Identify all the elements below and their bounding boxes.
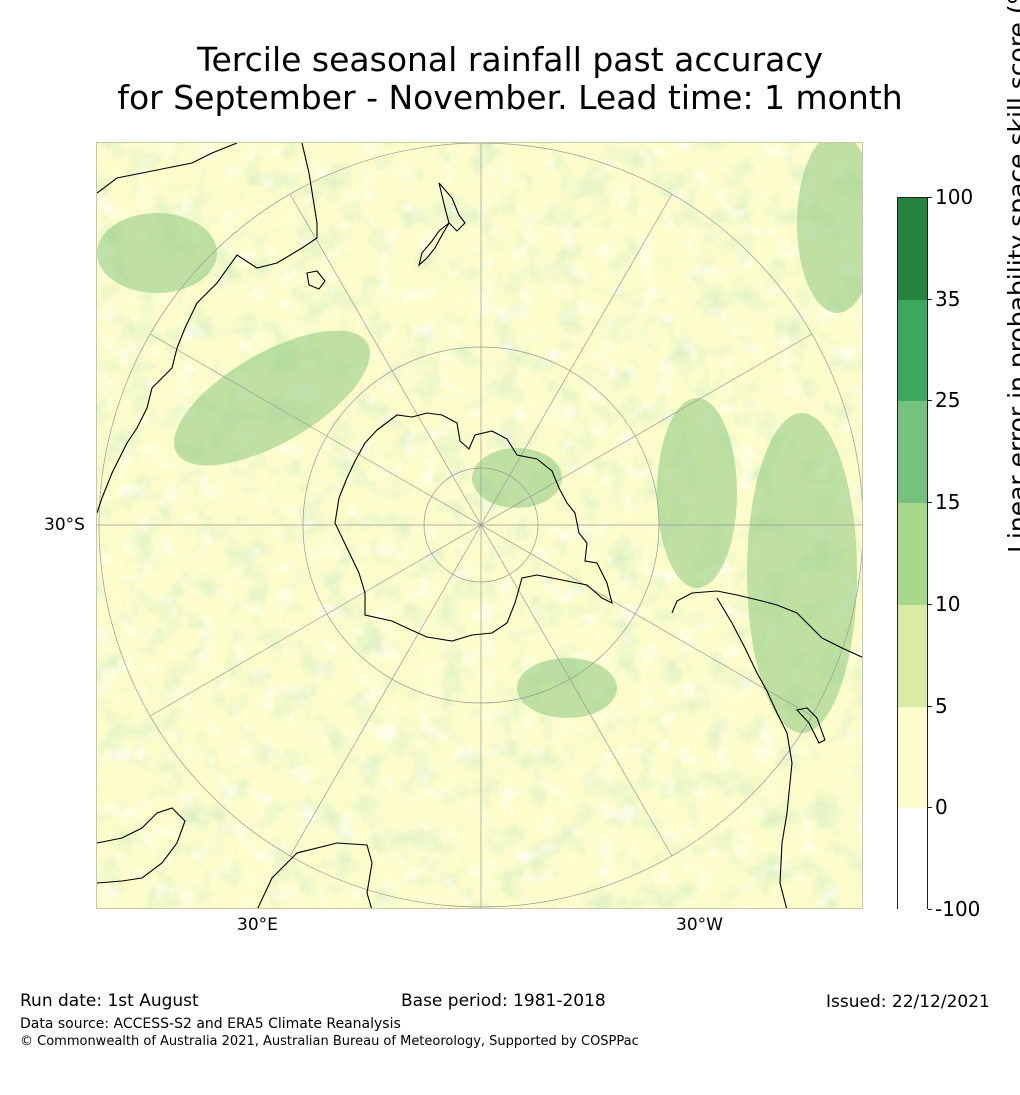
colorbar-bin [898, 808, 927, 911]
colorbar-title: Linear error in probability space skill … [1003, 0, 1020, 553]
colorbar-bin [898, 503, 927, 606]
colorbar-tick [928, 807, 932, 809]
antarctica-coastline [334, 412, 613, 642]
colorbar-tick-label: 10 [935, 591, 961, 616]
australia-coastline [97, 143, 318, 514]
base-period: Base period: 1981-2018 [401, 991, 606, 1011]
south-america-coastline [671, 590, 862, 908]
tasmania-coastline [306, 270, 326, 290]
higher-skill-regions [97, 143, 862, 733]
colorbar-tick-label: 100 [935, 185, 974, 209]
colorbar-bin [898, 299, 927, 402]
data-source: Data source: ACCESS-S2 and ERA5 Climate … [20, 1016, 401, 1032]
africa-coastline [97, 807, 373, 908]
coastlines [97, 143, 862, 908]
colorbar-tick-label: -100 [935, 897, 981, 921]
colorbar-bin [898, 198, 927, 301]
colorbar-tick [928, 909, 932, 910]
longitude-label-30e: 30°E [237, 915, 278, 935]
colorbar-tick-label: 25 [935, 388, 961, 413]
colorbar-tick [928, 502, 932, 504]
colorbar-bin [898, 604, 927, 708]
colorbar-bin [898, 706, 927, 809]
skill-score-map [96, 142, 863, 909]
copyright-notice: © Commonwealth of Australia 2021, Austra… [20, 1034, 639, 1049]
run-date: Run date: 1st August [20, 991, 199, 1011]
issued-date: Issued: 22/12/2021 [826, 992, 990, 1012]
longitude-label-30w: 30°W [676, 915, 723, 935]
chart-title-line-1: Tercile seasonal rainfall past accuracy [196, 40, 824, 79]
colorbar [897, 197, 928, 911]
colorbar-tick-label: 0 [935, 795, 948, 820]
chart-title-line-2: for September - November. Lead time: 1 m… [117, 78, 903, 117]
colorbar-tick-label: 15 [935, 490, 961, 515]
colorbar-tick [928, 197, 932, 198]
colorbar-bin [898, 401, 927, 504]
graticule [97, 143, 862, 908]
colorbar-tick-label: 35 [935, 286, 961, 311]
new-zealand-coastline [418, 182, 466, 267]
colorbar-tick [928, 603, 932, 605]
latitude-label-30s: 30°S [44, 515, 85, 535]
colorbar-tick [928, 298, 932, 300]
colorbar-tick [928, 705, 932, 707]
map-canvas [97, 143, 862, 908]
colorbar-tick [928, 400, 932, 402]
colorbar-tick-label: 5 [935, 693, 948, 718]
